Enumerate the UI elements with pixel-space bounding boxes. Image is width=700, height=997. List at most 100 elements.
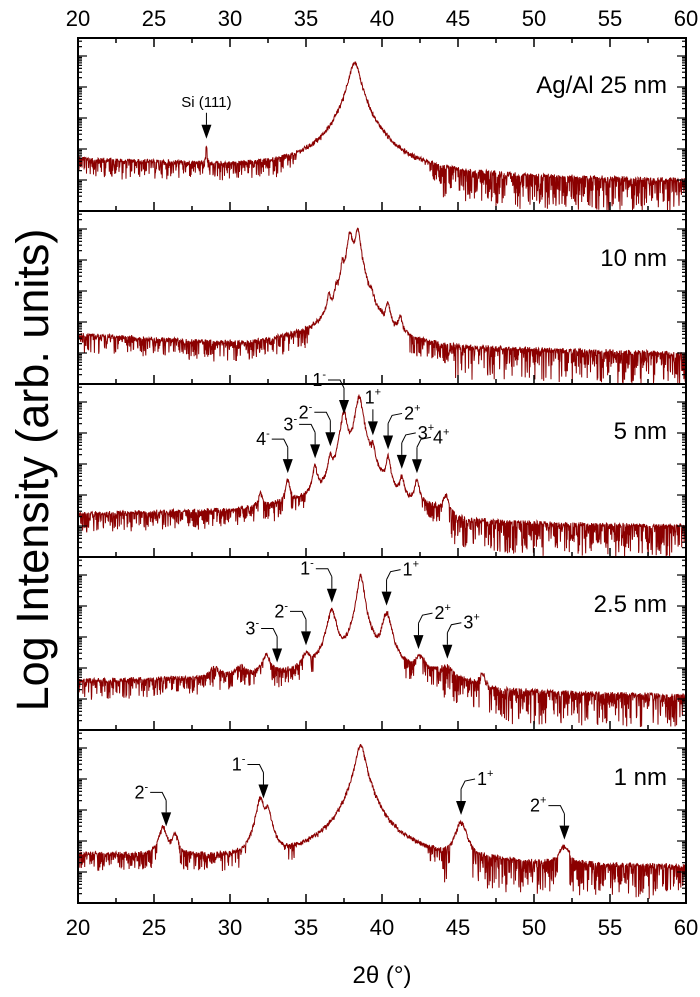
panel-2: 5 nm4- 3- 2-1-1+2+3+4+ [77, 369, 687, 558]
peak-label: 3- [245, 618, 259, 639]
leader-line [401, 432, 416, 444]
x-tick-label-bottom: 50 [522, 915, 546, 940]
peak-label: 1- [232, 754, 246, 775]
peak-annotation: 1- [232, 754, 269, 799]
peak-label-sign: + [414, 402, 420, 414]
arrow-head-icon [301, 631, 311, 646]
x-tick-label-top: 35 [294, 6, 318, 31]
peak-annotation: 2- [134, 781, 172, 827]
peak-annotation: 3- [245, 618, 283, 663]
peak-label: 4- [256, 428, 270, 449]
series-line-0 [77, 61, 687, 212]
peak-annotation: 3- [283, 413, 321, 459]
leader-line [290, 610, 307, 620]
peak-label-sign: + [487, 768, 493, 780]
panel-label: 1 nm [614, 764, 667, 791]
series-line-1 [77, 227, 687, 385]
arrow-head-icon [272, 648, 283, 663]
x-tick-label-top: 25 [142, 6, 166, 31]
arrow-head-icon [326, 588, 337, 603]
arrow-head-icon [339, 400, 349, 414]
arrow-head-icon [161, 812, 172, 827]
series-line-4 [77, 743, 687, 899]
peak-annotation: 2- [299, 401, 336, 447]
axes: 20 20 25 25 30 30 35 35 40 40 45 45 50 50 55 55 60 60 [66, 6, 698, 940]
x-axis-label: 2θ (°) [353, 962, 412, 989]
peak-label: 1+ [477, 768, 493, 789]
series-line-3 [77, 573, 687, 728]
arrow-head-icon [559, 825, 570, 840]
arrow-head-icon [381, 591, 392, 606]
peak-label-sign: - [144, 781, 148, 793]
x-tick-label-top: 30 [218, 6, 242, 31]
x-tick-label-top: 50 [522, 6, 546, 31]
leader-line [460, 778, 476, 790]
leader-line [386, 569, 401, 580]
panel-label: 2.5 nm [594, 591, 667, 618]
peak-label: Si (111) [181, 94, 231, 111]
leader-line [247, 764, 264, 773]
peak-label: 1- [312, 369, 326, 390]
leader-line [261, 628, 278, 637]
y-axis-label: Log Intensity (arb. units) [7, 229, 58, 712]
peak-annotation: 1+ [456, 768, 493, 816]
peak-label: 3+ [463, 612, 479, 633]
x-tick-label-bottom: 25 [142, 915, 166, 940]
peak-label: 3- [283, 413, 297, 434]
arrow-head-icon [282, 459, 293, 474]
x-tick-label-top: 45 [446, 6, 470, 31]
peak-label-sign: + [413, 559, 419, 571]
peak-label-sign: - [310, 558, 314, 570]
peak-annotation: 2+ [530, 795, 570, 840]
series-line-2 [77, 394, 687, 558]
peak-label-sign: - [322, 369, 326, 381]
arrow-head-icon [325, 432, 336, 447]
leader-line [418, 612, 433, 624]
arrow-head-icon [442, 644, 453, 659]
peak-annotation: 1+ [365, 386, 381, 436]
x-tick-label-bottom: 35 [294, 915, 318, 940]
arrow-head-icon [258, 784, 269, 799]
leader-line [328, 379, 345, 389]
x-tick-label-bottom: 60 [674, 915, 698, 940]
leader-line [387, 412, 403, 424]
leader-line [446, 622, 462, 633]
peak-label-sign: + [444, 602, 450, 614]
leader-line [315, 568, 333, 577]
peak-annotation: 2+ [413, 602, 451, 650]
panel-label: 5 nm [614, 418, 667, 445]
peak-annotation: 3+ [442, 612, 480, 659]
peak-annotation: 1- [312, 369, 349, 414]
peak-label-sign: + [443, 426, 449, 438]
peak-label: 4+ [433, 426, 449, 447]
arrow-head-icon [201, 124, 212, 139]
leader-line [299, 423, 316, 433]
peak-label: 1+ [403, 559, 419, 580]
peak-label-sign: + [473, 612, 479, 624]
peak-annotation: Si (111) [181, 94, 232, 139]
peak-label: 1+ [365, 386, 381, 407]
x-tick-label-bottom: 20 [66, 915, 90, 940]
leader-line [314, 411, 331, 421]
peak-annotation: 4- [256, 428, 293, 474]
peak-annotation: 2- [274, 600, 311, 646]
peak-label: 2+ [404, 402, 420, 423]
peak-label-sign: - [255, 618, 259, 630]
x-tick-label-top: 60 [674, 6, 698, 31]
leader-line [150, 791, 167, 801]
arrow-head-icon [383, 435, 394, 450]
x-tick-label-bottom: 55 [598, 915, 622, 940]
peak-label-sign: + [428, 422, 434, 434]
arrow-head-icon [367, 421, 378, 436]
leader-line [271, 438, 289, 448]
peak-label-sign: - [242, 754, 246, 766]
x-tick-label-top: 40 [370, 6, 394, 31]
peak-label-sign: - [293, 413, 297, 425]
peak-annotation: 1- [300, 558, 337, 603]
panel-3: 2.5 nm 3- 2- 1- 1+ 2+ 3+ [77, 558, 687, 728]
peak-label-sign: + [375, 386, 381, 398]
panel-4: 1 nm 2- 1- 1+ 2+ [77, 743, 687, 899]
peak-annotation: 1+ [381, 559, 419, 606]
